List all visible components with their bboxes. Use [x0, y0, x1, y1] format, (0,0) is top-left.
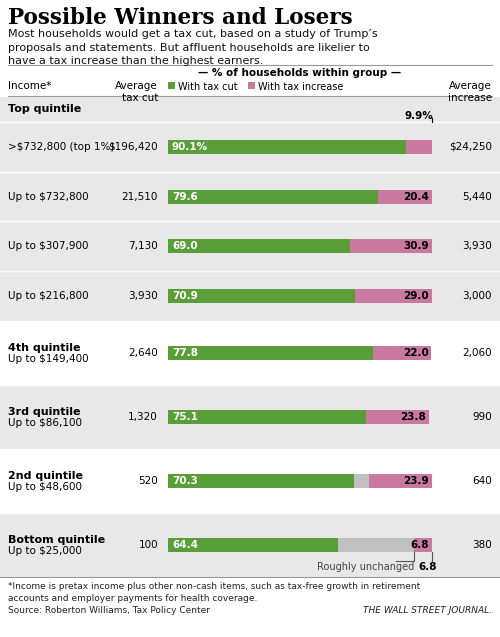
Text: 90.1%: 90.1%: [172, 142, 208, 152]
Bar: [168, 82, 175, 89]
Text: Up to $149,400: Up to $149,400: [8, 354, 88, 364]
Text: Average
tax cut: Average tax cut: [115, 81, 158, 103]
Text: 520: 520: [138, 476, 158, 486]
Text: 64.4: 64.4: [172, 540, 198, 550]
Text: 7,130: 7,130: [128, 241, 158, 252]
Text: 5,440: 5,440: [462, 192, 492, 201]
Bar: [0, 449, 500, 513]
Text: 380: 380: [472, 540, 492, 550]
Text: 2,640: 2,640: [128, 348, 158, 358]
Bar: [0, 385, 500, 449]
Text: 29.0: 29.0: [403, 291, 428, 301]
Text: 79.6: 79.6: [172, 192, 198, 201]
Text: 23.8: 23.8: [400, 412, 426, 422]
Text: 77.8: 77.8: [172, 348, 198, 358]
Text: THE WALL STREET JOURNAL.: THE WALL STREET JOURNAL.: [363, 606, 492, 615]
Bar: [0, 222, 500, 271]
Text: Income*: Income*: [8, 81, 52, 91]
Text: With tax increase: With tax increase: [258, 82, 344, 92]
Bar: [0, 321, 500, 385]
Text: 3,930: 3,930: [128, 291, 158, 301]
Bar: [168, 190, 378, 204]
Text: Up to $216,800: Up to $216,800: [8, 291, 88, 301]
Bar: [168, 240, 350, 254]
Text: $24,250: $24,250: [449, 142, 492, 152]
Bar: [0, 171, 500, 222]
Text: 3,000: 3,000: [462, 291, 492, 301]
Text: Average
increase: Average increase: [448, 81, 492, 103]
Bar: [366, 410, 429, 424]
Bar: [168, 289, 355, 303]
Text: 70.9: 70.9: [172, 291, 198, 301]
Text: 6.8: 6.8: [419, 562, 438, 572]
Bar: [406, 140, 432, 154]
Text: — % of households within group —: — % of households within group —: [198, 68, 402, 78]
Text: *Income is pretax income plus other non-cash items, such as tax-free growth in r: *Income is pretax income plus other non-…: [8, 582, 420, 603]
Bar: [168, 538, 338, 552]
Text: 22.0: 22.0: [402, 348, 428, 358]
Text: Most households would get a tax cut, based on a study of Trump’s
proposals and s: Most households would get a tax cut, bas…: [8, 29, 378, 66]
Text: Up to $732,800: Up to $732,800: [8, 192, 88, 201]
Text: Up to $25,000: Up to $25,000: [8, 546, 82, 556]
Bar: [378, 190, 432, 204]
Text: 30.9: 30.9: [403, 241, 428, 252]
Bar: [0, 97, 500, 122]
Text: Up to $48,600: Up to $48,600: [8, 482, 82, 492]
Text: 100: 100: [138, 540, 158, 550]
Text: Roughly unchanged: Roughly unchanged: [318, 562, 414, 572]
Text: 23.9: 23.9: [404, 476, 429, 486]
Text: 3rd quintile: 3rd quintile: [8, 407, 81, 417]
Text: 75.1: 75.1: [172, 412, 198, 422]
Bar: [374, 346, 432, 360]
Bar: [414, 538, 432, 552]
Text: 1,320: 1,320: [128, 412, 158, 422]
Text: >$732,800 (top 1%): >$732,800 (top 1%): [8, 142, 115, 152]
Text: 21,510: 21,510: [122, 192, 158, 201]
Text: 20.4: 20.4: [403, 192, 429, 201]
Bar: [0, 271, 500, 321]
Text: 9.9%: 9.9%: [404, 111, 434, 121]
Bar: [168, 140, 406, 154]
Bar: [168, 410, 366, 424]
Bar: [355, 289, 432, 303]
Bar: [0, 513, 500, 577]
Bar: [168, 474, 354, 488]
Text: Source: Roberton Williams, Tax Policy Center: Source: Roberton Williams, Tax Policy Ce…: [8, 606, 210, 615]
Text: With tax cut: With tax cut: [178, 82, 238, 92]
Bar: [369, 474, 432, 488]
Text: 2nd quintile: 2nd quintile: [8, 471, 83, 481]
Text: 70.3: 70.3: [172, 476, 198, 486]
Text: $196,420: $196,420: [108, 142, 158, 152]
Bar: [168, 346, 374, 360]
Bar: [350, 240, 432, 254]
Text: Top quintile: Top quintile: [8, 104, 81, 115]
Text: 69.0: 69.0: [172, 241, 198, 252]
Bar: [338, 538, 414, 552]
Text: 990: 990: [472, 412, 492, 422]
Text: 2,060: 2,060: [462, 348, 492, 358]
Text: 6.8: 6.8: [410, 540, 429, 550]
Text: 3,930: 3,930: [462, 241, 492, 252]
Text: 640: 640: [472, 476, 492, 486]
Bar: [354, 474, 369, 488]
Text: Bottom quintile: Bottom quintile: [8, 535, 105, 545]
Text: Up to $307,900: Up to $307,900: [8, 241, 88, 252]
Bar: [248, 82, 255, 89]
Text: 4th quintile: 4th quintile: [8, 343, 81, 353]
Text: Possible Winners and Losers: Possible Winners and Losers: [8, 7, 352, 29]
Bar: [0, 122, 500, 171]
Text: Up to $86,100: Up to $86,100: [8, 418, 82, 428]
